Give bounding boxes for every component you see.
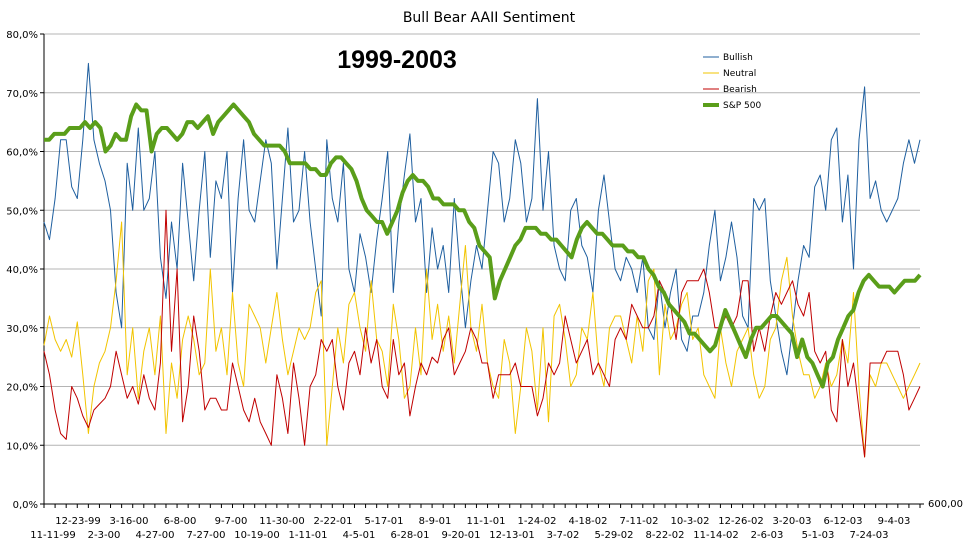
x-tick-label: 12-13-01 xyxy=(489,530,534,541)
x-tick-label: 11-11-99 xyxy=(30,530,75,541)
y-tick-label: 30,0% xyxy=(6,324,38,335)
x-tick-label: 9-20-01 xyxy=(441,530,480,541)
series-line-bearish xyxy=(43,209,921,458)
x-tick-label: 3-20-03 xyxy=(772,516,811,527)
x-tick-label: 2-6-03 xyxy=(751,530,784,541)
x-tick-label: 3-7-02 xyxy=(547,530,580,541)
x-tick-label: 4-27-00 xyxy=(135,530,174,541)
series-line-neutral xyxy=(43,221,921,458)
x-tick-label: 11-14-02 xyxy=(693,530,738,541)
x-tick-label: 10-3-02 xyxy=(670,516,709,527)
y-tick-label: 0,0% xyxy=(13,500,38,511)
x-tick-label: 12-23-99 xyxy=(55,516,100,527)
y-tick-label: 60,0% xyxy=(6,148,38,159)
x-tick-label: 5-17-01 xyxy=(364,516,403,527)
x-tick-label: 3-16-00 xyxy=(109,516,148,527)
x-tick-label: 11-30-00 xyxy=(259,516,304,527)
x-tick-label: 8-9-01 xyxy=(419,516,452,527)
y-tick-label: 40,0% xyxy=(6,265,38,276)
x-tick-label: 2-22-01 xyxy=(313,516,352,527)
legend-label-neutral: Neutral xyxy=(723,69,756,79)
x-tick-label: 6-28-01 xyxy=(390,530,429,541)
legend-label-bearish: Bearish xyxy=(723,85,757,95)
series-lines xyxy=(43,62,922,458)
x-tick-label: 4-5-01 xyxy=(343,530,376,541)
chart-title: Bull Bear AAII Sentiment xyxy=(403,10,576,26)
x-tick-label: 6-8-00 xyxy=(164,516,197,527)
series-line-s-p-500 xyxy=(44,102,922,389)
legend-label-bullish: Bullish xyxy=(723,53,753,63)
legend: Bullish Neutral Bearish S&P 500 xyxy=(703,53,761,111)
x-tick-label: 9-4-03 xyxy=(878,516,911,527)
y-tick-label: 10,0% xyxy=(6,441,38,452)
x-tick-label: 11-1-01 xyxy=(466,516,505,527)
y-tick-label: 20,0% xyxy=(6,383,38,394)
x-tick-label: 5-29-02 xyxy=(594,530,633,541)
y-tick-label: 80,0% xyxy=(6,30,38,41)
x-tick-label: 4-18-02 xyxy=(568,516,607,527)
x-tick-label: 6-12-03 xyxy=(823,516,862,527)
secondary-axis-label: 600,00 xyxy=(928,499,963,510)
x-axis: 12-23-99 3-16-00 6-8-00 9-7-00 11-30-00 2-22-… xyxy=(30,34,924,541)
x-tick-label: 7-11-02 xyxy=(619,516,658,527)
x-tick-label: 8-22-02 xyxy=(645,530,684,541)
x-tick-label: 1-24-02 xyxy=(517,516,556,527)
series-line-bullish xyxy=(43,62,921,376)
chart-subtitle: 1999-2003 xyxy=(337,46,457,74)
x-tick-label: 12-26-02 xyxy=(718,516,763,527)
legend-label-s-p-500: S&P 500 xyxy=(723,101,761,111)
x-tick-label: 9-7-00 xyxy=(215,516,248,527)
x-tick-label: 1-11-01 xyxy=(288,530,327,541)
y-axis-ticks: 0,0% 10,0% 20,0% 30,0% 40,0% 50,0% 60,0% 70,0% 8… xyxy=(6,30,44,511)
x-tick-label: 2-3-00 xyxy=(88,530,121,541)
y-tick-label: 70,0% xyxy=(6,89,38,100)
x-tick-label: 10-19-00 xyxy=(234,530,279,541)
x-tick-label: 7-24-03 xyxy=(849,530,888,541)
y-tick-label: 50,0% xyxy=(6,206,38,217)
x-tick-label: 5-1-03 xyxy=(802,530,835,541)
x-tick-label: 7-27-00 xyxy=(186,530,225,541)
